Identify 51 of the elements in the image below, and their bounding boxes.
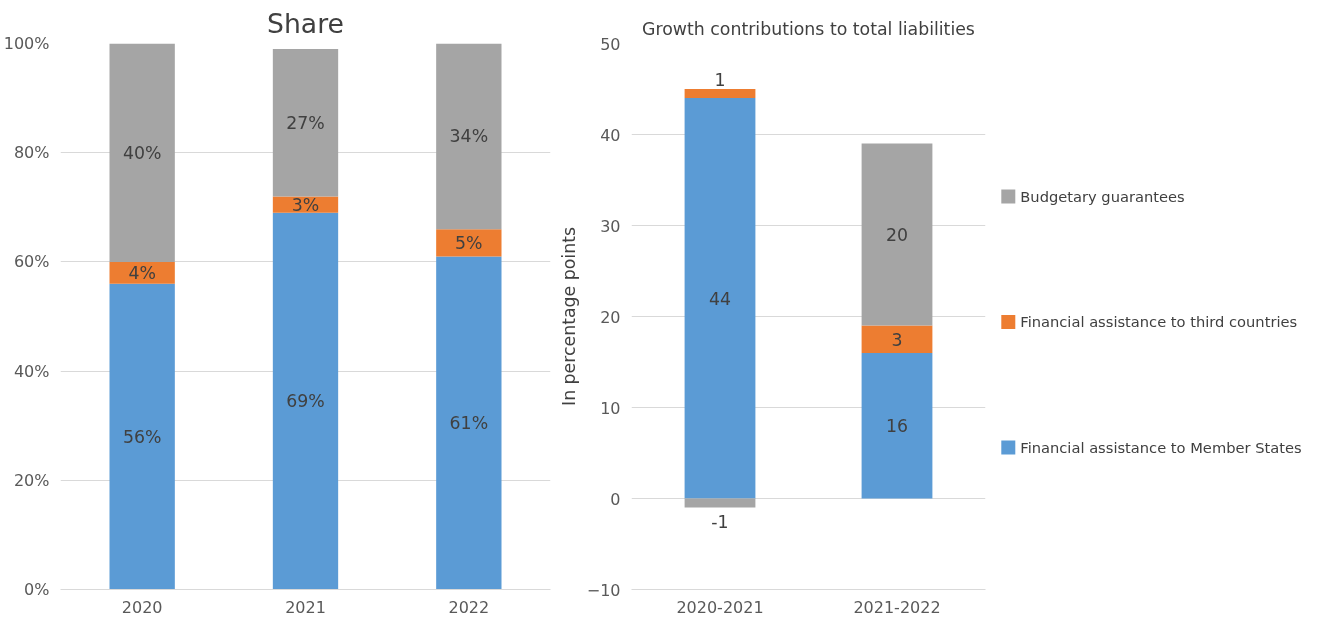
x-tick-label: 2020-2021: [676, 597, 764, 617]
y-tick-label: 30: [600, 216, 621, 236]
data-label: 56%: [122, 426, 162, 447]
y-tick-label: −10: [586, 580, 621, 600]
legend-label: Financial assistance to Member States: [1020, 439, 1302, 457]
data-label: 34%: [449, 126, 489, 147]
bar: [272, 212, 339, 590]
y-tick-label: 0: [610, 489, 621, 509]
data-label: 5%: [455, 232, 483, 253]
data-label: 4%: [128, 262, 156, 283]
data-label: 20: [885, 225, 909, 246]
data-label: 1: [714, 69, 726, 90]
y-tick-label: 0%: [24, 580, 50, 599]
y-tick-label: 20: [600, 307, 621, 327]
bar: [684, 89, 756, 99]
y-tick-label: 40: [600, 125, 621, 145]
y-tick-label: 100%: [3, 34, 50, 53]
y-tick-label: 40%: [13, 361, 50, 381]
y-axis-title: In percentage points: [558, 227, 579, 406]
data-label: 69%: [286, 391, 325, 412]
bar: [109, 43, 175, 262]
y-tick-label: 20%: [13, 470, 50, 490]
y-tick-label: 80%: [13, 143, 50, 163]
x-tick-label: 2021-2022: [853, 597, 941, 617]
y-tick-label: 50: [600, 34, 621, 54]
data-label: 40%: [122, 142, 162, 163]
data-label: 3: [891, 329, 903, 350]
y-tick-label: 10: [600, 398, 621, 418]
x-tick-label: 2020: [121, 597, 163, 617]
bar: [684, 98, 756, 499]
data-label: 27%: [286, 112, 325, 133]
chart-title: Growth contributions to total liabilities: [642, 18, 975, 39]
y-tick-label: 60%: [13, 252, 50, 272]
legend-label: Financial assistance to third countries: [1020, 313, 1298, 331]
bar: [861, 325, 933, 353]
bar: [436, 43, 502, 230]
data-label: -1: [711, 512, 729, 533]
bar: [861, 352, 933, 499]
bar: [109, 283, 175, 590]
x-tick-label: 2021: [285, 597, 326, 617]
x-tick-label: 2022: [448, 597, 490, 617]
bar: [272, 48, 339, 197]
data-label: 16: [885, 416, 909, 437]
bar: [436, 256, 502, 590]
bar: [861, 143, 933, 326]
bar: [684, 498, 756, 508]
chart-title: Share: [267, 7, 344, 39]
data-label: 44: [708, 288, 732, 309]
data-label: 3%: [291, 194, 320, 215]
legend-label: Budgetary guarantees: [1020, 187, 1185, 205]
data-label: 61%: [449, 412, 489, 433]
